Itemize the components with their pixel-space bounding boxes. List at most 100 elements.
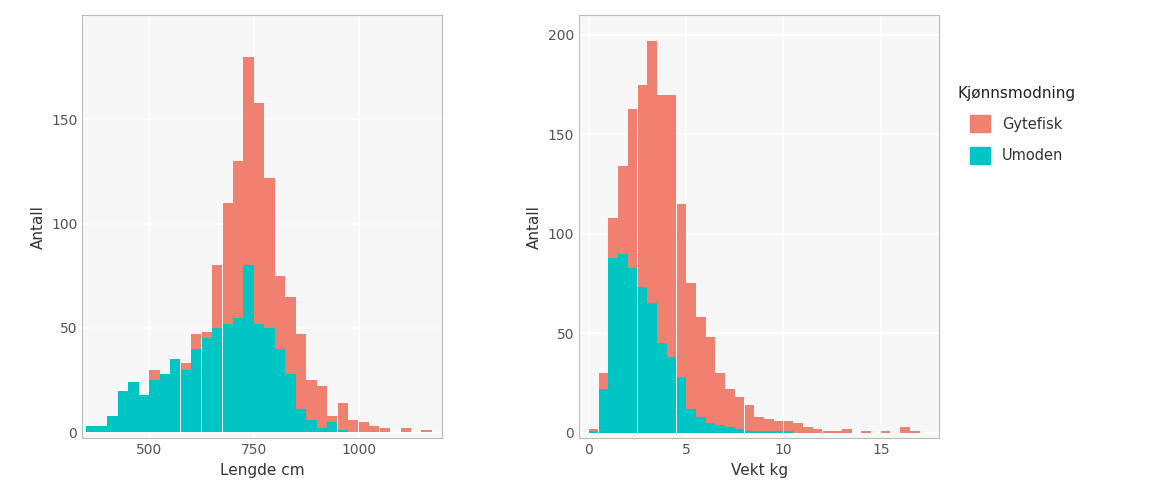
Bar xyxy=(160,374,170,432)
Bar xyxy=(832,430,842,432)
Y-axis label: Antall: Antall xyxy=(31,205,46,249)
Bar xyxy=(212,328,222,432)
Bar xyxy=(647,41,657,432)
Bar xyxy=(657,343,667,432)
Bar xyxy=(755,417,764,432)
Bar xyxy=(128,382,139,432)
Bar xyxy=(744,405,754,432)
Bar xyxy=(285,374,296,432)
Bar xyxy=(275,349,285,432)
Bar xyxy=(223,203,232,432)
Bar xyxy=(87,426,96,432)
Bar xyxy=(139,399,149,432)
Bar xyxy=(715,424,726,432)
Bar xyxy=(647,303,657,432)
Bar xyxy=(774,421,783,432)
Bar xyxy=(726,426,735,432)
Bar xyxy=(191,334,202,432)
Bar xyxy=(87,430,96,432)
Bar xyxy=(328,422,337,432)
Bar xyxy=(275,276,285,432)
Bar xyxy=(328,415,337,432)
Bar xyxy=(117,391,128,432)
Bar xyxy=(774,430,783,432)
Bar xyxy=(317,428,328,432)
Bar xyxy=(735,428,744,432)
Bar xyxy=(900,426,910,432)
Bar xyxy=(369,426,379,432)
Bar xyxy=(706,422,715,432)
Bar xyxy=(243,266,254,432)
Bar xyxy=(862,430,871,432)
Bar xyxy=(589,428,599,432)
Bar xyxy=(243,57,254,432)
Bar xyxy=(338,430,348,432)
Bar xyxy=(349,420,358,432)
Bar xyxy=(657,95,667,432)
Bar xyxy=(202,338,211,432)
Bar xyxy=(764,430,774,432)
Bar xyxy=(608,218,618,432)
Bar xyxy=(628,268,637,432)
Bar xyxy=(296,409,306,432)
Bar xyxy=(254,324,264,432)
Bar xyxy=(812,428,822,432)
Bar xyxy=(107,428,117,432)
Bar xyxy=(254,103,264,432)
Bar xyxy=(589,430,599,432)
Bar xyxy=(285,297,296,432)
Bar xyxy=(202,332,211,432)
Bar xyxy=(755,430,764,432)
Bar xyxy=(696,317,706,432)
Bar xyxy=(696,417,706,432)
Bar xyxy=(338,403,348,432)
Bar xyxy=(306,420,317,432)
Bar xyxy=(232,318,243,432)
Bar xyxy=(212,266,222,432)
Bar xyxy=(803,426,812,432)
Bar xyxy=(170,359,181,432)
Bar xyxy=(296,334,306,432)
Bar xyxy=(400,428,411,432)
Bar xyxy=(735,397,744,432)
Bar xyxy=(783,421,794,432)
Bar xyxy=(608,258,618,432)
Bar xyxy=(160,380,170,432)
Bar xyxy=(358,422,369,432)
Bar xyxy=(637,85,647,432)
Y-axis label: Antall: Antall xyxy=(527,205,542,249)
Bar xyxy=(421,430,432,432)
Bar xyxy=(170,359,181,432)
Bar xyxy=(667,357,676,432)
Bar xyxy=(232,161,243,432)
Bar xyxy=(128,426,139,432)
Bar xyxy=(619,166,628,432)
Bar xyxy=(139,395,149,432)
Legend: Gytefisk, Umoden: Gytefisk, Umoden xyxy=(957,86,1075,164)
Bar xyxy=(107,415,117,432)
Bar xyxy=(823,430,832,432)
Bar xyxy=(676,377,686,432)
Bar xyxy=(676,204,686,432)
Bar xyxy=(379,428,390,432)
Bar xyxy=(191,349,202,432)
X-axis label: Lengde cm: Lengde cm xyxy=(220,463,304,478)
Bar xyxy=(880,430,890,432)
Bar xyxy=(317,387,328,432)
Bar xyxy=(794,422,803,432)
Bar xyxy=(706,337,715,432)
Bar xyxy=(637,287,647,432)
Bar xyxy=(264,178,275,432)
Bar xyxy=(687,409,696,432)
Bar xyxy=(744,430,754,432)
Bar xyxy=(149,380,160,432)
Bar xyxy=(726,389,735,432)
Bar xyxy=(223,324,232,432)
Bar xyxy=(667,95,676,432)
Bar xyxy=(783,430,794,432)
Bar xyxy=(117,428,128,432)
Bar xyxy=(599,389,608,432)
X-axis label: Vekt kg: Vekt kg xyxy=(730,463,788,478)
Bar xyxy=(306,380,317,432)
Bar xyxy=(715,373,726,432)
